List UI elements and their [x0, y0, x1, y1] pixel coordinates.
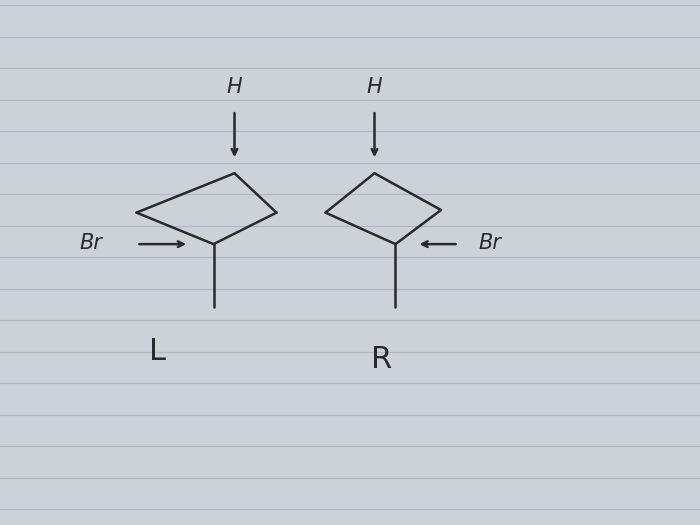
Text: H: H [367, 77, 382, 97]
Text: H: H [227, 77, 242, 97]
Text: Br: Br [80, 233, 102, 253]
Text: R: R [371, 345, 392, 374]
Text: Br: Br [479, 233, 501, 253]
Text: L: L [149, 337, 166, 366]
